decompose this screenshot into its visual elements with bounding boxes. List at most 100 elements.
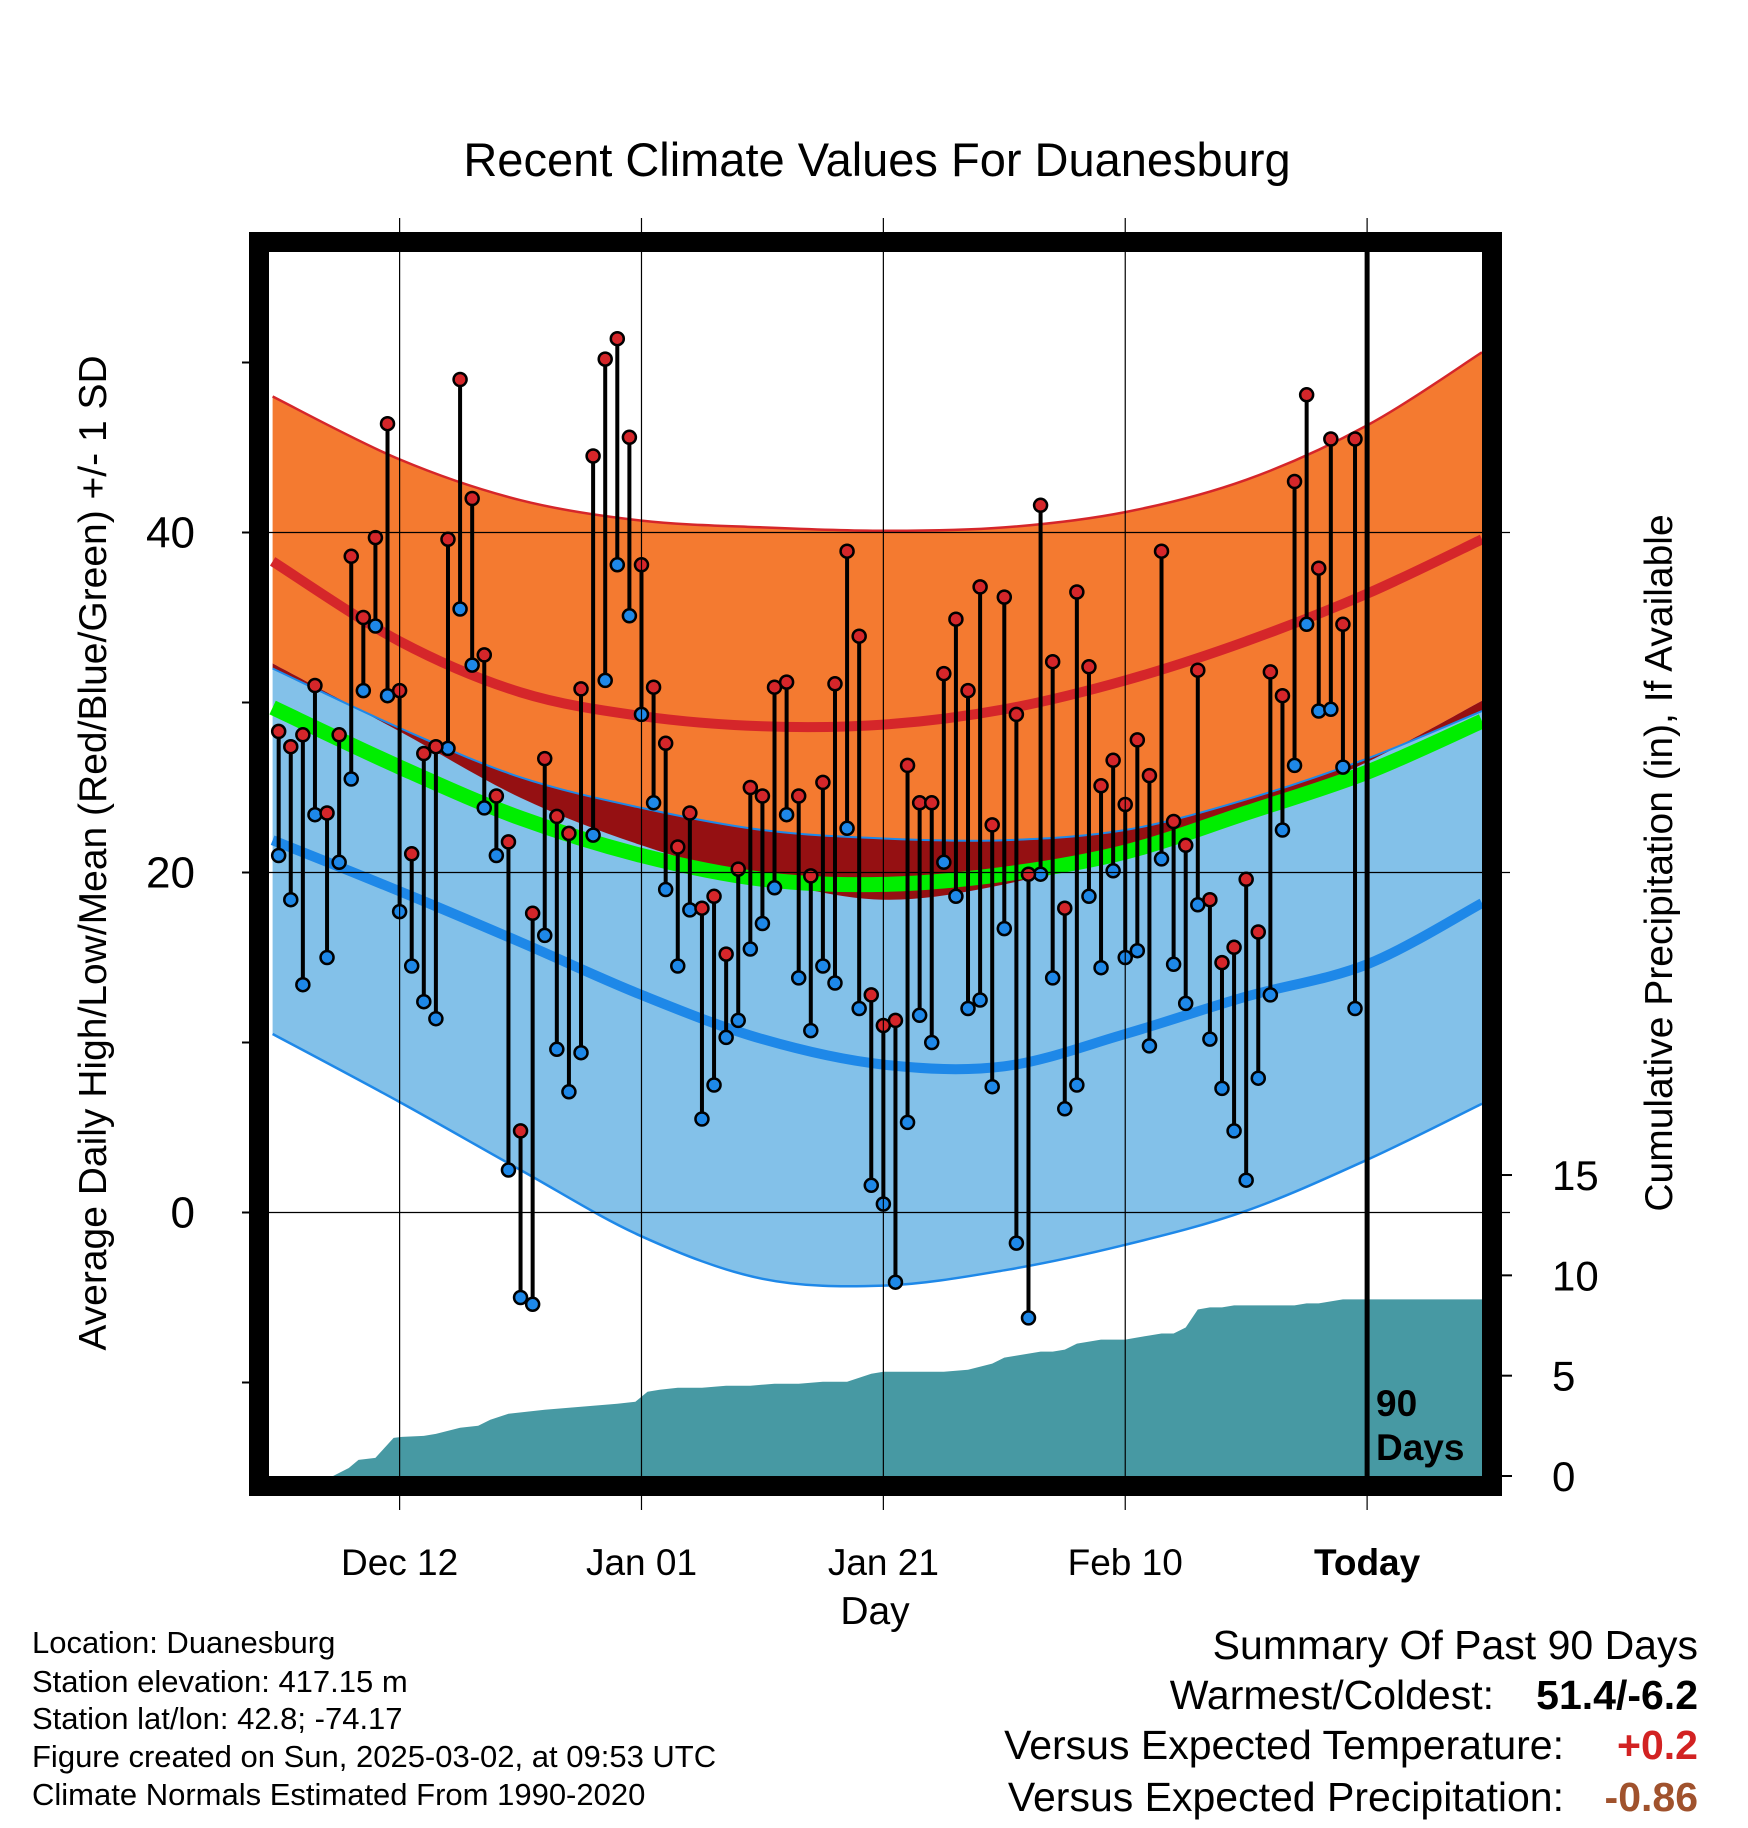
daily-low-point bbox=[694, 1111, 710, 1127]
daily-low-point bbox=[1274, 822, 1291, 838]
daily-high-point bbox=[621, 429, 638, 446]
y-axis-label: Average Daily High/Low/Mean (Red/Blue/Gr… bbox=[72, 355, 115, 1350]
daily-low-point bbox=[996, 920, 1013, 937]
y2-tick-label: 15 bbox=[1552, 1152, 1599, 1199]
daily-low-point bbox=[923, 1034, 940, 1051]
daily-high-point bbox=[899, 757, 916, 774]
daily-high-point bbox=[1081, 659, 1097, 675]
daily-low-point bbox=[839, 820, 855, 837]
daily-high-point bbox=[1165, 813, 1182, 830]
y-tick-label: 0 bbox=[171, 1189, 195, 1238]
daily-high-point bbox=[778, 674, 795, 690]
summary-precip-value: -0.86 bbox=[1604, 1774, 1698, 1820]
daily-high-point bbox=[319, 805, 335, 821]
daily-high-point bbox=[1250, 924, 1267, 940]
daily-high-point bbox=[936, 665, 952, 682]
daily-low-point bbox=[464, 657, 480, 673]
daily-low-point bbox=[561, 1084, 577, 1100]
daily-high-point bbox=[1032, 497, 1049, 514]
daily-low-point bbox=[1335, 759, 1351, 775]
daily-high-point bbox=[295, 727, 311, 743]
daily-low-point bbox=[1250, 1070, 1267, 1086]
daily-high-point bbox=[923, 795, 940, 811]
x-tick-label: Feb 10 bbox=[1068, 1542, 1183, 1583]
info-location: Location: Duanesburg bbox=[32, 1625, 336, 1660]
today-days-label: Days bbox=[1376, 1427, 1464, 1468]
daily-high-point bbox=[754, 788, 771, 804]
daily-low-point bbox=[1105, 863, 1121, 879]
daily-low-point bbox=[1141, 1038, 1158, 1054]
daily-low-point bbox=[1081, 888, 1097, 905]
summary-temp-label: Versus Expected Temperature: bbox=[1004, 1722, 1564, 1768]
summary-warmest-value: 51.4/-6.2 bbox=[1536, 1672, 1698, 1718]
daily-low-point bbox=[597, 672, 613, 689]
daily-high-point bbox=[464, 490, 480, 507]
daily-low-point bbox=[1069, 1077, 1085, 1093]
daily-high-point bbox=[1129, 732, 1146, 748]
daily-high-point bbox=[1286, 473, 1303, 490]
daily-high-point bbox=[1093, 778, 1109, 794]
daily-low-point bbox=[936, 854, 952, 871]
daily-high-point bbox=[270, 723, 287, 740]
daily-low-point bbox=[1262, 987, 1279, 1003]
daily-low-point bbox=[1057, 1101, 1073, 1117]
daily-high-point bbox=[307, 677, 323, 694]
daily-high-point bbox=[524, 905, 541, 922]
daily-low-point bbox=[1153, 851, 1170, 867]
daily-low-point bbox=[1214, 1080, 1230, 1097]
daily-low-point bbox=[585, 827, 601, 843]
daily-low-point bbox=[948, 888, 964, 905]
plot-frame bbox=[249, 232, 1502, 1496]
daily-high-point bbox=[815, 774, 831, 791]
daily-low-point bbox=[355, 682, 372, 699]
daily-low-point bbox=[1165, 956, 1182, 973]
daily-high-point bbox=[706, 888, 722, 905]
daily-high-point bbox=[549, 808, 565, 825]
daily-high-point bbox=[355, 609, 372, 626]
daily-low-point bbox=[863, 1177, 880, 1194]
daily-low-point bbox=[1323, 701, 1339, 718]
daily-low-point bbox=[657, 881, 674, 898]
daily-high-point bbox=[1310, 560, 1327, 576]
daily-high-point bbox=[1008, 706, 1025, 723]
daily-high-point bbox=[1238, 871, 1254, 888]
daily-high-point bbox=[561, 825, 577, 842]
summary-precip-label: Versus Expected Precipitation: bbox=[1007, 1774, 1564, 1820]
daily-low-point bbox=[645, 795, 662, 811]
daily-low-point bbox=[984, 1078, 1000, 1095]
daily-high-point bbox=[585, 448, 601, 464]
daily-high-point bbox=[682, 805, 698, 821]
daily-low-point bbox=[851, 1000, 867, 1017]
daily-high-point bbox=[1057, 900, 1073, 916]
daily-high-point bbox=[694, 900, 710, 916]
overlap-band bbox=[272, 663, 1482, 900]
daily-high-point bbox=[1177, 837, 1194, 854]
y2-tick-label: 10 bbox=[1552, 1252, 1599, 1299]
summary-title: Summary Of Past 90 Days bbox=[1212, 1622, 1698, 1668]
daily-high-point bbox=[597, 351, 613, 367]
daily-low-point bbox=[911, 1007, 928, 1024]
daily-low-point bbox=[742, 941, 759, 957]
daily-low-point bbox=[1298, 616, 1315, 633]
daily-low-point bbox=[319, 949, 335, 966]
daily-low-point bbox=[815, 958, 831, 974]
daily-high-point bbox=[440, 531, 456, 548]
daily-high-point bbox=[476, 647, 493, 663]
daily-low-point bbox=[803, 1022, 819, 1039]
daily-low-point bbox=[488, 847, 505, 864]
daily-low-point bbox=[1226, 1123, 1242, 1139]
daily-low-point bbox=[730, 1012, 746, 1029]
daily-low-point bbox=[536, 927, 553, 944]
daily-low-point bbox=[887, 1274, 904, 1290]
y2-tick-label: 0 bbox=[1552, 1453, 1575, 1500]
daily-high-point bbox=[367, 529, 384, 546]
daily-low-point bbox=[766, 880, 783, 896]
daily-low-point bbox=[1129, 942, 1146, 959]
daily-low-point bbox=[428, 1010, 444, 1027]
daily-high-point bbox=[331, 727, 347, 743]
daily-high-point bbox=[972, 579, 988, 595]
daily-low-point bbox=[452, 601, 468, 617]
daily-low-point bbox=[283, 891, 299, 908]
y-tick-label: 40 bbox=[146, 509, 195, 558]
